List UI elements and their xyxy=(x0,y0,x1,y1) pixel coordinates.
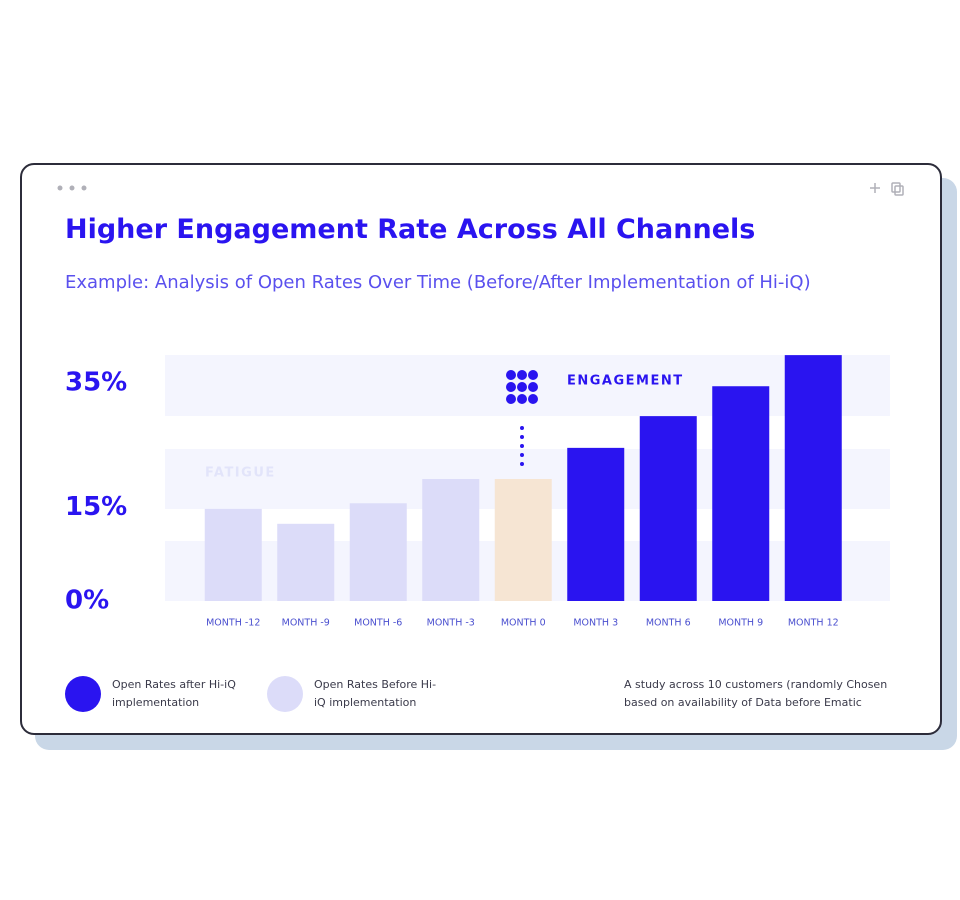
bar xyxy=(422,478,480,601)
x-tick-label: MONTH -12 xyxy=(206,618,260,629)
y-tick-label: 35% xyxy=(65,368,127,398)
engagement-icon xyxy=(506,370,538,404)
bar xyxy=(277,523,335,601)
bar xyxy=(784,355,842,601)
x-tick-label: MONTH 3 xyxy=(573,618,618,629)
footnote: A study across 10 customers (randomly Ch… xyxy=(624,678,888,709)
annotation: FATIGUE xyxy=(205,466,276,481)
window-icons[interactable] xyxy=(870,182,904,196)
chart-title: Higher Engagement Rate Across All Channe… xyxy=(65,214,756,245)
x-tick-label: MONTH -3 xyxy=(427,618,475,629)
x-tick-label: MONTH 12 xyxy=(788,618,839,629)
bar xyxy=(204,508,262,601)
x-tick-label: MONTH 0 xyxy=(501,618,546,629)
y-tick-label: 0% xyxy=(65,586,109,616)
bar xyxy=(494,478,552,601)
window-controls xyxy=(57,185,87,191)
annotation: ENGAGEMENT xyxy=(567,374,684,389)
y-tick-label: 15% xyxy=(65,492,127,522)
legend-label: Open Rates Before Hi-iQ implementation xyxy=(314,678,437,709)
chart-subtitle: Example: Analysis of Open Rates Over Tim… xyxy=(65,272,811,293)
bar xyxy=(639,416,697,601)
x-tick-label: MONTH 6 xyxy=(646,618,691,629)
bar xyxy=(349,503,407,601)
bar xyxy=(567,447,625,601)
x-tick-label: MONTH 9 xyxy=(718,618,763,629)
x-tick-label: MONTH -6 xyxy=(354,618,402,629)
bar xyxy=(712,386,770,601)
x-tick-label: MONTH -9 xyxy=(282,618,330,629)
legend-label: Open Rates after Hi-iQ implementation xyxy=(112,678,236,709)
